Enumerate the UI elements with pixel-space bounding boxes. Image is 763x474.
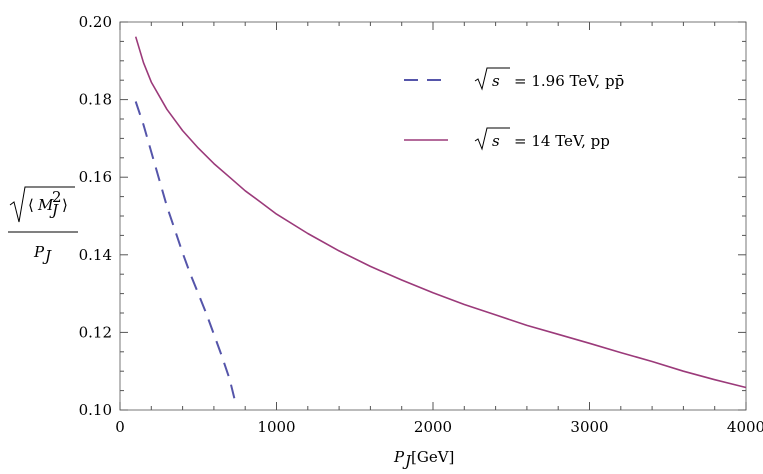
axis-ticks [119, 21, 747, 411]
x-axis-title-unit: [GeV] [411, 448, 454, 466]
y-axis-title-M: M [37, 196, 54, 214]
legend-sqrt-arg-1: s [492, 132, 500, 150]
y-tick-label: 0.20 [79, 13, 112, 31]
x-tick-label: 1000 [257, 418, 295, 436]
legend-label-1: = 14 TeV, pp [514, 132, 610, 150]
y-tick-label: 0.12 [79, 323, 112, 341]
y-axis-title-open-bracket: ⟨ [28, 196, 34, 214]
y-axis-title-sup: 2 [52, 188, 62, 206]
y-axis-title-den: P [33, 243, 45, 261]
x-axis-title-main: P [393, 448, 405, 466]
x-axis-title: P J [GeV] [393, 448, 454, 470]
series-line-0 [134, 101, 237, 405]
legend-sqrt-symbol-0 [474, 67, 510, 91]
legend-sqrt-arg-0: s [492, 72, 500, 90]
series-layer [134, 36, 747, 405]
y-axis-title: ⟨ M 2 J ⟩ P J [8, 186, 78, 265]
y-axis-title-numsub: J [49, 201, 59, 219]
series-line-1 [134, 36, 747, 389]
x-tick-label: 4000 [727, 418, 763, 436]
x-axis-title-sub: J [402, 452, 412, 470]
legend-label-0: = 1.96 TeV, pp̄ [514, 72, 624, 90]
y-tick-label: 0.16 [79, 168, 112, 186]
y-tick-label: 0.14 [79, 246, 112, 264]
x-tick-label: 0 [115, 418, 125, 436]
y-axis-title-close-bracket: ⟩ [62, 196, 68, 214]
x-tick-label: 2000 [414, 418, 452, 436]
y-axis-sqrt-symbol [9, 186, 75, 223]
legend: s = 1.96 TeV, pp̄ s = 14 TeV, pp [404, 67, 624, 151]
y-tick-label: 0.18 [79, 91, 112, 109]
legend-sqrt-symbol-1 [474, 127, 510, 151]
y-axis-title-densub: J [42, 247, 52, 265]
y-tick-label: 0.10 [79, 401, 112, 419]
axis-tick-labels: 0 1000 2000 3000 4000 0.10 0.12 0.14 0.16 0.18 0.2… [79, 13, 763, 436]
x-tick-label: 3000 [570, 418, 608, 436]
